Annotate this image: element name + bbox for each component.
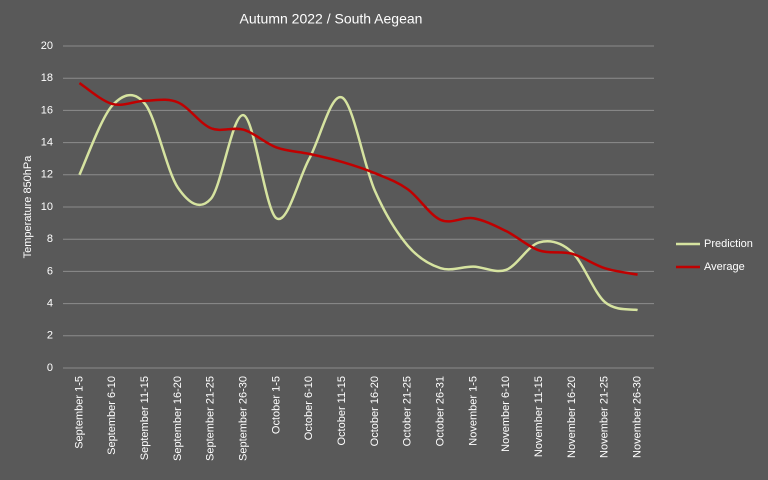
x-tick-label: October 21-25 — [402, 376, 414, 446]
legend-label: Average — [704, 261, 745, 273]
series-line — [78, 93, 638, 312]
x-tick-label: October 11-15 — [336, 376, 348, 446]
x-tick-label: September 11-15 — [139, 376, 151, 460]
y-tick-label: 4 — [47, 298, 53, 310]
y-tick-label: 20 — [41, 40, 53, 52]
x-tick-label: October 1-5 — [270, 376, 282, 434]
x-tick-label: November 6-10 — [500, 376, 512, 452]
y-tick-label: 18 — [41, 72, 53, 84]
x-tick-label: October 6-10 — [303, 376, 315, 440]
x-tick-label: November 26-30 — [631, 376, 643, 458]
y-tick-label: 6 — [47, 265, 53, 277]
chart-title: Autumn 2022 / South Aegean — [240, 11, 423, 27]
y-tick-label: 14 — [41, 137, 53, 149]
series-line — [78, 81, 638, 276]
y-axis-label: Temperature 850hPa — [22, 155, 34, 259]
x-tick-label: October 16-20 — [369, 376, 381, 446]
x-tick-label: September 6-10 — [106, 376, 118, 455]
x-tick-label: November 1-5 — [467, 376, 479, 446]
x-tick-label: November 21-25 — [599, 376, 611, 458]
x-tick-label: November 11-15 — [533, 376, 545, 457]
y-tick-label: 16 — [41, 104, 53, 116]
y-tick-label: 8 — [47, 233, 53, 245]
x-tick-label: September 1-5 — [73, 376, 85, 449]
x-tick-label: September 16-20 — [172, 376, 184, 461]
y-tick-label: 2 — [47, 330, 53, 342]
x-tick-label: November 16-20 — [566, 376, 578, 458]
legend-label: Prediction — [704, 238, 753, 250]
y-tick-label: 0 — [47, 362, 53, 374]
x-tick-label: September 26-30 — [237, 376, 249, 461]
y-tick-label: 10 — [41, 201, 53, 213]
y-tick-label: 12 — [41, 169, 53, 181]
x-tick-label: October 26-31 — [434, 376, 446, 446]
x-tick-label: September 21-25 — [205, 376, 217, 461]
